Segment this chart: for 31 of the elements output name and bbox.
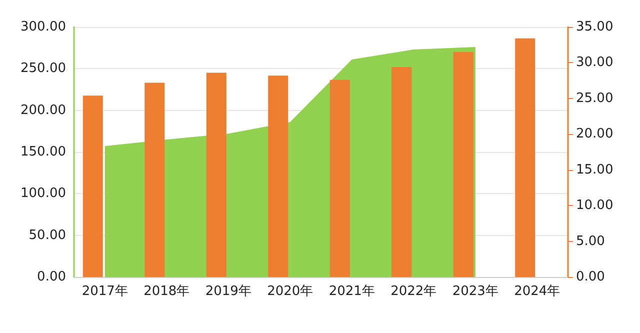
x-tick-label: 2017年 — [82, 284, 128, 299]
y-tick-label: 300.00 — [20, 20, 66, 34]
x-tick-label: 2019年 — [205, 284, 252, 299]
y2-tick-label: 0.00 — [576, 270, 605, 284]
bar — [82, 96, 103, 277]
bar — [206, 72, 226, 277]
y2-tick-label: 35.00 — [576, 20, 614, 34]
y2-tick-label: 30.00 — [576, 55, 614, 70]
y-tick-label: 0.00 — [37, 270, 66, 284]
x-tick-label: 2018年 — [144, 284, 190, 299]
x-tick-label: 2020年 — [267, 284, 314, 299]
x-tick-label: 2023年 — [452, 284, 498, 299]
x-tick-label: 2021年 — [328, 284, 375, 299]
y2-tick-label: 15.00 — [576, 162, 614, 178]
y-tick-label: 200.00 — [20, 102, 66, 118]
bar — [515, 38, 536, 277]
y-tick-label: 50.00 — [28, 228, 66, 243]
y2-tick-label: 20.00 — [576, 126, 614, 142]
bar — [330, 80, 350, 277]
y2-tick-label: 25.00 — [576, 90, 614, 106]
y-tick-label: 250.00 — [20, 61, 66, 76]
x-tick-label: 2024年 — [514, 284, 560, 299]
x-tick-label: 2022年 — [390, 284, 437, 299]
y-tick-label: 100.00 — [20, 186, 66, 202]
y2-tick-label: 10.00 — [576, 198, 614, 214]
bar — [268, 76, 288, 277]
bar — [392, 67, 412, 277]
y2-tick-label: 5.00 — [576, 234, 605, 249]
bar — [453, 52, 474, 277]
bar — [144, 82, 165, 277]
y-tick-label: 150.00 — [20, 144, 66, 160]
